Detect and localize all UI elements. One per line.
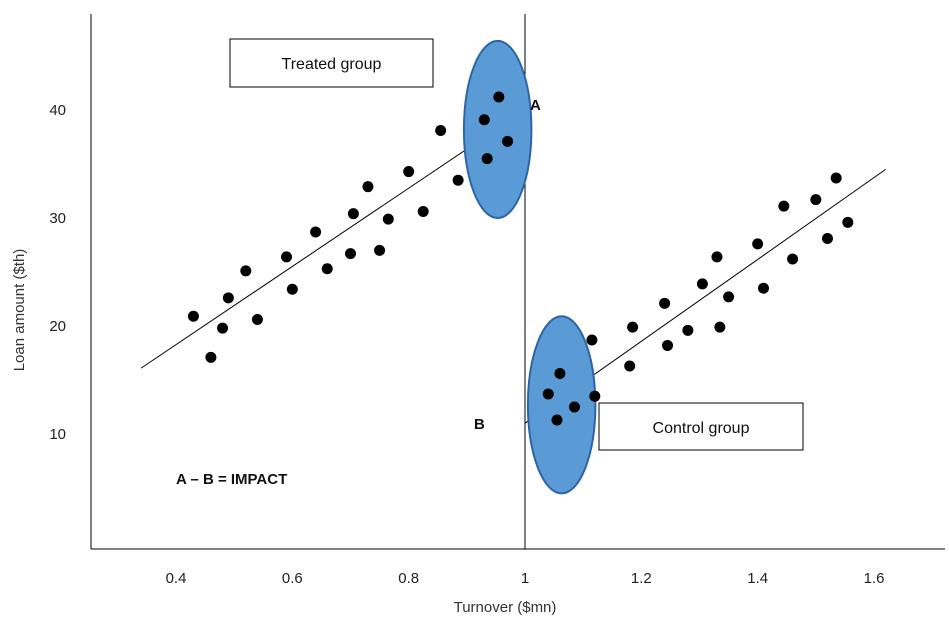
control-data-point — [542, 388, 554, 400]
treated-data-point — [452, 174, 464, 186]
x-tick-label: 1 — [521, 570, 529, 587]
x-tick-labels: 0.4 0.6 0.8 1 1.2 1.4 1.6 — [166, 570, 885, 587]
treated-data-point — [222, 292, 234, 304]
y-tick-label: 10 — [49, 426, 66, 443]
control-data-point — [554, 368, 566, 380]
control-data-point — [810, 194, 822, 206]
treated-data-point — [481, 153, 493, 165]
treated-data-point — [382, 213, 394, 225]
x-tick-label: 1.2 — [631, 570, 652, 587]
highlight-ellipses — [462, 39, 597, 495]
control-data-point — [714, 321, 726, 333]
y-tick-label: 30 — [49, 210, 66, 227]
point-a-label: A — [530, 97, 541, 114]
control-data-point — [842, 216, 854, 228]
treated-data-point — [374, 244, 386, 256]
x-tick-label: 0.8 — [398, 570, 419, 587]
treated-data-point — [217, 322, 229, 334]
control-data-point — [551, 414, 563, 426]
x-tick-label: 1.6 — [864, 570, 885, 587]
treated-data-point — [251, 314, 263, 326]
treated-data-point — [240, 265, 252, 277]
treated-data-point — [362, 181, 374, 193]
y-tick-label: 40 — [49, 102, 66, 119]
control-data-point — [696, 278, 708, 290]
treated-data-point — [321, 263, 333, 275]
control-data-point — [778, 200, 790, 212]
control-data-point — [627, 321, 639, 333]
treated-data-point — [187, 310, 199, 322]
control-data-point — [711, 251, 723, 263]
point-b-label: B — [474, 416, 485, 433]
control-data-point — [723, 291, 735, 303]
treated-data-point — [403, 166, 415, 178]
treated-data-point — [493, 91, 505, 103]
data-points — [187, 91, 854, 426]
y-tick-label: 20 — [49, 318, 66, 335]
x-tick-label: 0.6 — [282, 570, 303, 587]
control-data-point — [682, 324, 694, 336]
control-data-point — [589, 390, 601, 402]
x-tick-label: 0.4 — [166, 570, 187, 587]
treated-data-point — [417, 206, 429, 218]
control-data-point — [821, 233, 833, 245]
control-data-point — [586, 334, 598, 346]
control-data-point — [830, 172, 842, 184]
control-highlight-ellipse — [526, 315, 597, 495]
treated-highlight-ellipse — [462, 39, 533, 219]
treated-data-point — [281, 251, 293, 263]
control-data-point — [624, 360, 636, 372]
treated-group-label: Treated group — [282, 56, 382, 73]
control-data-point — [757, 282, 769, 294]
treated-data-point — [205, 351, 217, 363]
control-data-point — [659, 297, 671, 309]
treated-data-point — [345, 248, 356, 260]
treated-trend-line — [140, 109, 526, 369]
treated-data-point — [478, 114, 490, 126]
x-tick-label: 1.4 — [747, 570, 768, 587]
control-group-label: Control group — [653, 420, 750, 437]
control-group-box: Control group — [598, 402, 804, 451]
impact-annotation: A – B = IMPACT — [176, 471, 287, 488]
treated-data-point — [310, 226, 322, 238]
treated-data-point — [286, 283, 298, 295]
y-tick-labels: 10 20 30 40 — [49, 102, 66, 443]
control-data-point — [662, 339, 674, 351]
treated-data-point — [347, 208, 359, 220]
x-axis-title: Turnover ($mn) — [454, 599, 557, 616]
control-data-point — [787, 253, 799, 265]
treated-data-point — [435, 125, 447, 137]
treated-data-point — [502, 135, 514, 147]
y-axis-title: Loan amount ($th) — [11, 249, 28, 372]
control-data-point — [752, 238, 764, 250]
treated-group-box: Treated group — [229, 38, 434, 88]
control-data-point — [568, 401, 580, 413]
